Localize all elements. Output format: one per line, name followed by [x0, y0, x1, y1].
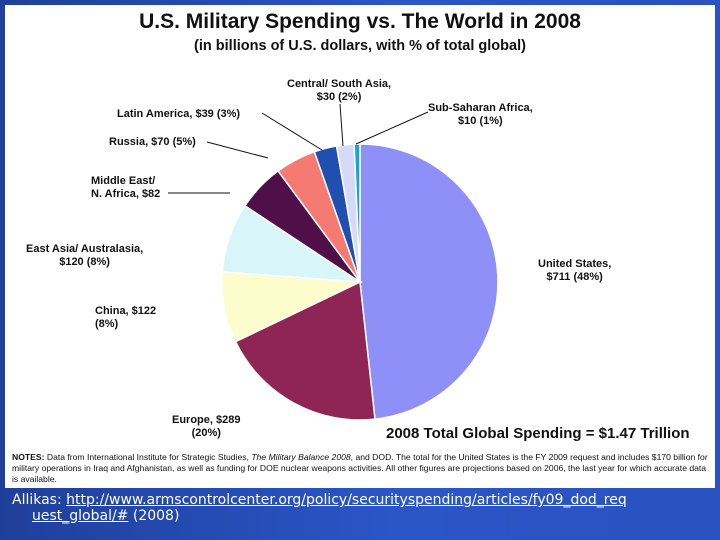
source-link-line1: http://www.armscontrolcenter.org/policy/… — [66, 492, 627, 508]
chart-subtitle: (in billions of U.S. dollars, with % of … — [194, 38, 526, 54]
source-caption: Allikas: http://www.armscontrolcenter.or… — [12, 492, 712, 524]
total-spending-label: 2008 Total Global Spending = $1.47 Trill… — [386, 425, 690, 442]
notes: NOTES: Data from International Institute… — [12, 452, 712, 485]
caption-suffix: (2008) — [128, 508, 180, 524]
label-china: China, $122 (8%) — [95, 305, 157, 330]
leader-latin-america — [261, 112, 323, 151]
label-middle-east-n-africa: Middle East/ N. Africa, $82 — [91, 175, 161, 200]
source-link-line2: uest_global/# — [32, 508, 129, 524]
leader-central-south-asia — [339, 103, 344, 147]
pie-slice-united-states — [359, 143, 499, 421]
label-united-states: United States, $711 (48%) — [538, 258, 612, 283]
pie-slice-europe — [234, 280, 376, 421]
leader-lines — [168, 103, 429, 194]
leader-russia — [206, 141, 269, 159]
leader-sub-saharan-africa — [355, 111, 429, 145]
caption-prefix: Allikas: — [12, 492, 67, 508]
pie-slices — [221, 143, 499, 421]
label-latin-america: Latin America, $39 (3%) — [117, 108, 241, 120]
notes-text-a: Data from International Institute for St… — [44, 452, 252, 462]
label-russia: Russia, $70 (5%) — [109, 136, 196, 148]
notes-text-b: , and DOD. The total for the United Stat… — [12, 452, 708, 484]
label-sub-saharan-africa: Sub-Saharan Africa, $10 (1%) — [428, 102, 533, 127]
chart-title: U.S. Military Spending vs. The World in … — [139, 10, 581, 33]
label-europe: Europe, $289 (20%) — [172, 414, 241, 439]
notes-source-title: The Military Balance 2008 — [251, 452, 351, 462]
notes-prefix: NOTES: — [12, 452, 45, 462]
label-east-asia-australasia: East Asia/ Australasia, $120 (8%) — [26, 243, 144, 268]
source-link[interactable]: http://www.armscontrolcenter.org/policy/… — [12, 492, 627, 524]
label-central-south-asia: Central/ South Asia, $30 (2%) — [287, 78, 392, 103]
